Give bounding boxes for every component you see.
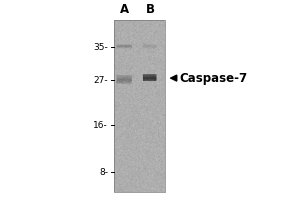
Text: 27-: 27- [94, 76, 108, 85]
Text: Caspase-7: Caspase-7 [180, 72, 248, 85]
Text: 35-: 35- [93, 43, 108, 52]
Bar [114, 20, 165, 192]
Text: B: B [146, 3, 154, 16]
Text: 8-: 8- [99, 168, 108, 177]
Text: A: A [120, 3, 129, 16]
Text: 16-: 16- [93, 121, 108, 130]
